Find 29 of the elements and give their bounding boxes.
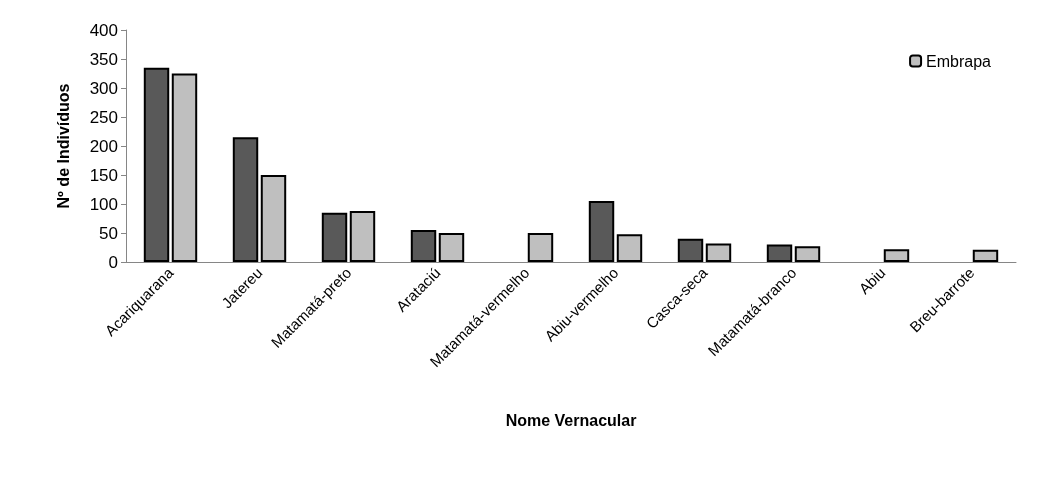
y-axis-title: Nº de Indivíduos	[54, 83, 72, 209]
bar	[321, 212, 348, 262]
bar	[410, 230, 437, 262]
bar	[438, 233, 465, 262]
x-axis-title: Nome Vernacular	[505, 411, 637, 429]
bar	[705, 243, 732, 262]
legend-label: Embrapa	[926, 52, 992, 70]
y-tick-label: 100	[89, 194, 118, 214]
bar	[143, 67, 170, 262]
bar	[677, 238, 704, 262]
bar	[232, 137, 259, 262]
bar	[171, 73, 198, 262]
bar	[527, 233, 554, 262]
bar	[794, 246, 821, 262]
y-tick-label: 350	[89, 49, 118, 69]
bar	[616, 234, 643, 262]
y-tick-label: 250	[89, 107, 118, 127]
y-tick-label: 150	[89, 165, 118, 185]
bar	[349, 210, 376, 262]
bar	[766, 244, 793, 262]
bar	[972, 249, 999, 262]
y-tick-label: 0	[108, 252, 118, 272]
bar	[260, 175, 287, 262]
y-tick-label: 400	[89, 20, 118, 40]
y-tick-label: 300	[89, 78, 118, 98]
y-tick-label: 50	[99, 223, 118, 243]
bar	[883, 249, 910, 262]
y-tick-label: 200	[89, 136, 118, 156]
bar	[588, 201, 615, 262]
